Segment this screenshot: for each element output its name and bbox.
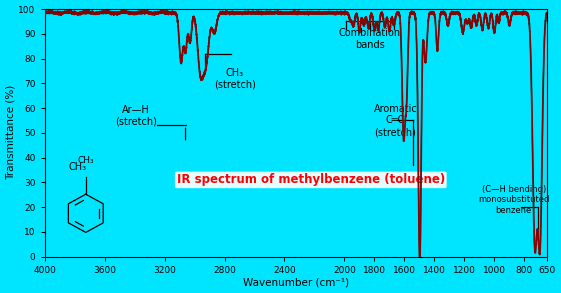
Text: Aromatic
C═C
(stretch): Aromatic C═C (stretch) xyxy=(374,104,417,137)
Text: CH₃: CH₃ xyxy=(77,156,94,165)
Text: (C—H bending)
monosubstituted
benzene: (C—H bending) monosubstituted benzene xyxy=(478,185,550,214)
Text: CH₃
(stretch): CH₃ (stretch) xyxy=(214,68,256,89)
Y-axis label: Transmittance (%): Transmittance (%) xyxy=(6,85,16,180)
X-axis label: Wavenumber (cm⁻¹): Wavenumber (cm⁻¹) xyxy=(243,277,349,287)
Text: CH₃: CH₃ xyxy=(68,162,86,173)
Text: Combination
bands: Combination bands xyxy=(339,28,401,50)
Text: Ar—H
(stretch): Ar—H (stretch) xyxy=(115,105,157,126)
Text: IR spectrum of methylbenzene (toluene): IR spectrum of methylbenzene (toluene) xyxy=(177,173,445,186)
